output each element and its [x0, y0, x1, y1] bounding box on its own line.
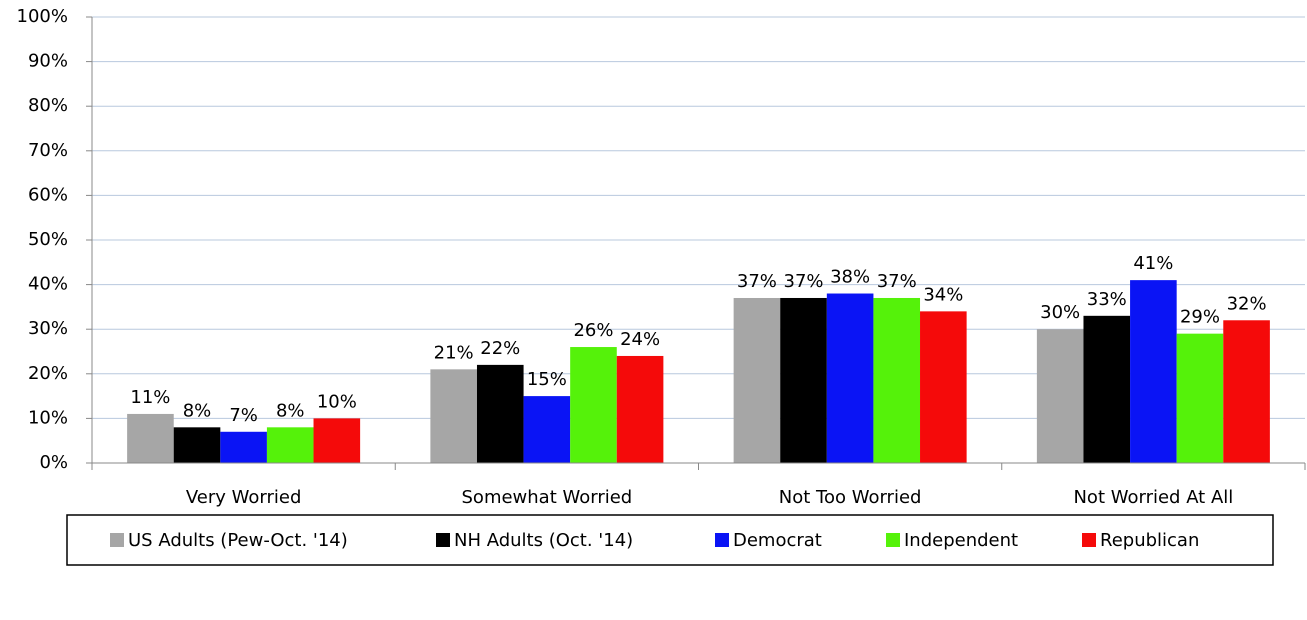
- legend-label: NH Adults (Oct. '14): [454, 530, 633, 551]
- y-tick-label: 40%: [28, 274, 68, 295]
- y-tick-label: 50%: [28, 229, 68, 250]
- bar: [127, 413, 174, 463]
- bar: [173, 427, 221, 463]
- data-label: 37%: [784, 271, 824, 292]
- bar: [920, 311, 967, 463]
- legend-swatch: [110, 533, 124, 547]
- bar: [266, 427, 314, 463]
- legend-label: Democrat: [733, 530, 822, 551]
- y-tick-label: 60%: [28, 184, 68, 205]
- y-tick-label: 100%: [17, 6, 68, 27]
- legend-swatch: [436, 533, 450, 547]
- data-label: 37%: [877, 271, 917, 292]
- bar: [733, 297, 781, 463]
- data-label: 21%: [434, 342, 474, 363]
- x-tick-label: Very Worried: [186, 487, 302, 508]
- data-label: 22%: [480, 338, 520, 359]
- bar: [476, 364, 524, 463]
- data-label: 38%: [830, 267, 870, 288]
- data-label: 29%: [1180, 307, 1220, 328]
- y-tick-label: 90%: [28, 51, 68, 72]
- legend-label: US Adults (Pew-Oct. '14): [128, 530, 348, 551]
- data-label: 15%: [527, 369, 567, 390]
- legend-box: [66, 514, 1274, 566]
- data-label: 11%: [130, 387, 170, 408]
- y-tick-label: 30%: [28, 318, 68, 339]
- bar: [1130, 280, 1177, 463]
- bar: [1083, 315, 1131, 463]
- bar: [1036, 329, 1084, 463]
- data-label: 8%: [276, 400, 305, 421]
- y-tick-label: 20%: [28, 363, 68, 384]
- data-label: 41%: [1133, 253, 1173, 274]
- x-tick-label: Not Worried At All: [1073, 487, 1233, 508]
- y-tick-label: 10%: [28, 407, 68, 428]
- legend-swatch: [1082, 533, 1096, 547]
- x-tick-label: Somewhat Worried: [462, 487, 633, 508]
- bar: [780, 297, 827, 463]
- bar: [570, 347, 617, 463]
- data-label: 37%: [737, 271, 777, 292]
- bar: [873, 297, 921, 463]
- data-label: 7%: [229, 405, 258, 426]
- y-tick-label: 70%: [28, 140, 68, 161]
- bar: [220, 431, 267, 463]
- x-tick-label: Not Too Worried: [779, 487, 922, 508]
- data-label: 26%: [573, 320, 613, 341]
- legend-label: Independent: [904, 530, 1018, 551]
- data-label: 33%: [1087, 289, 1127, 310]
- bar: [313, 418, 361, 463]
- bar: [430, 369, 477, 463]
- bar: [616, 355, 664, 463]
- legend-swatch: [715, 533, 729, 547]
- bar: [826, 293, 874, 463]
- legend-swatch: [886, 533, 900, 547]
- data-label: 10%: [317, 391, 357, 412]
- data-label: 24%: [620, 329, 660, 350]
- bar: [1176, 333, 1224, 463]
- bar: [523, 396, 571, 463]
- data-label: 8%: [183, 400, 212, 421]
- y-tick-label: 80%: [28, 95, 68, 116]
- data-label: 34%: [923, 284, 963, 305]
- data-label: 32%: [1227, 293, 1267, 314]
- y-tick-label: 0%: [39, 452, 68, 473]
- data-label: 30%: [1040, 302, 1080, 323]
- legend-label: Republican: [1100, 530, 1199, 551]
- bar: [1223, 320, 1270, 463]
